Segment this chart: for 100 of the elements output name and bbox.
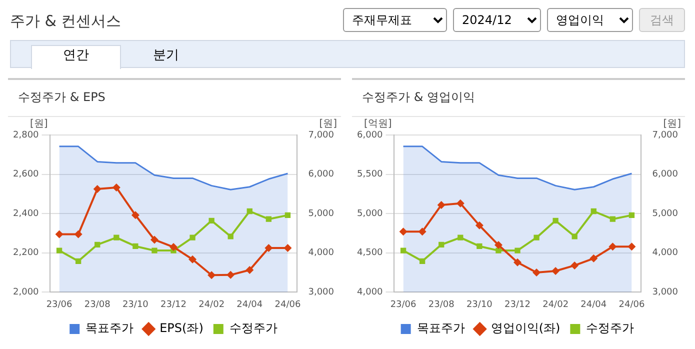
y-tick-label: 5,500 <box>357 170 384 180</box>
point <box>152 248 158 254</box>
point <box>228 234 234 240</box>
y2-axis-title: [원] <box>663 118 682 130</box>
point <box>246 266 254 274</box>
point <box>266 216 272 222</box>
y-axis-title: [억원] <box>364 118 392 130</box>
point <box>264 244 273 252</box>
point <box>131 211 140 220</box>
point <box>494 241 502 250</box>
x-tick-label: 23/08 <box>84 300 111 310</box>
x-tick-label: 24/02 <box>198 300 225 310</box>
point <box>93 185 102 194</box>
text: 분기 <box>152 47 180 65</box>
point <box>514 258 522 266</box>
point <box>628 242 636 251</box>
x-tick-label: 24/06 <box>618 300 645 310</box>
legend-label: EPS(좌) <box>160 321 204 336</box>
y2-tick-label: 6,000 <box>652 170 678 180</box>
point <box>400 248 406 254</box>
point <box>608 242 617 251</box>
text: 2024/12 <box>453 8 541 32</box>
y2-tick-label: 4,000 <box>308 248 334 258</box>
point <box>284 244 292 252</box>
y2-tick-label: 3,000 <box>652 288 678 298</box>
point <box>226 270 235 279</box>
point <box>456 199 464 208</box>
x-tick-label: 23/10 <box>122 300 149 310</box>
x-tick-label: 23/08 <box>428 300 455 310</box>
y-tick-label: 4,000 <box>357 288 384 298</box>
point <box>75 258 82 264</box>
y2-tick-label: 3,000 <box>308 288 334 298</box>
x-tick-label: 23/06 <box>46 300 73 310</box>
y2-tick-label: 5,000 <box>652 208 678 219</box>
point <box>150 236 158 244</box>
y-tick-label: 2,600 <box>13 170 40 180</box>
chart-title: 수정주가 & 영업이익 <box>352 80 685 117</box>
point <box>610 216 616 222</box>
point <box>458 234 464 240</box>
y2-tick-label: 4,000 <box>652 248 678 258</box>
legend-label: 목표주가 <box>416 321 465 336</box>
point <box>55 230 64 238</box>
x-tick-label: 24/02 <box>542 300 569 310</box>
x-tick-label: 24/04 <box>580 300 607 310</box>
text: 영업이익 <box>547 8 633 32</box>
text: 검색 <box>639 8 685 32</box>
point <box>514 248 520 254</box>
point <box>170 243 178 252</box>
y2-tick-label: 7,000 <box>652 130 678 140</box>
point <box>399 228 408 236</box>
point <box>552 266 560 275</box>
y-tick-label: 2,800 <box>13 130 40 140</box>
x-tick-label: 23/06 <box>390 300 417 310</box>
point <box>590 208 596 214</box>
point <box>94 242 100 248</box>
text: 주가 & 컨센서스 <box>10 12 122 31</box>
point <box>132 243 138 250</box>
y2-tick-label: 6,000 <box>308 170 334 180</box>
point <box>437 200 446 209</box>
point <box>56 248 62 254</box>
y-tick-label: 5,000 <box>357 208 384 219</box>
y-tick-label: 4,500 <box>357 248 384 258</box>
point <box>534 234 540 240</box>
y-tick-label: 2,400 <box>13 208 40 219</box>
point <box>418 228 426 236</box>
y-tick-label: 6,000 <box>357 130 384 140</box>
point <box>475 221 484 230</box>
point <box>208 218 214 224</box>
point <box>552 218 558 224</box>
text: 연간 <box>31 45 121 69</box>
point <box>112 183 120 192</box>
point <box>284 212 291 218</box>
legend-label: 수정주가 <box>229 321 278 336</box>
x-tick-label: 24/04 <box>236 300 263 310</box>
text: 주재무제표 <box>343 8 447 32</box>
point <box>208 271 216 280</box>
point <box>570 261 579 270</box>
point <box>190 234 196 240</box>
x-tick-label: 23/10 <box>466 300 493 310</box>
x-tick-label: 23/12 <box>504 300 530 310</box>
x-tick-label: 23/12 <box>160 300 186 310</box>
point <box>188 255 197 264</box>
y2-tick-label: 7,000 <box>308 130 334 140</box>
point <box>419 258 426 264</box>
point <box>590 254 598 262</box>
point <box>74 230 82 238</box>
point <box>572 234 578 240</box>
y2-axis-title: [원] <box>319 118 338 130</box>
y-axis-title: [원] <box>30 118 48 130</box>
y-tick-label: 2,000 <box>13 288 40 298</box>
x-tick-label: 24/06 <box>274 300 301 310</box>
point <box>476 243 482 250</box>
point <box>246 208 252 214</box>
point <box>438 242 444 248</box>
y2-tick-label: 5,000 <box>308 208 334 219</box>
chart-title: 수정주가 & EPS <box>8 80 341 117</box>
point <box>628 212 635 218</box>
legend-label: 영업이익(좌) <box>490 321 560 336</box>
y-tick-label: 2,200 <box>13 248 40 258</box>
point <box>532 268 541 277</box>
